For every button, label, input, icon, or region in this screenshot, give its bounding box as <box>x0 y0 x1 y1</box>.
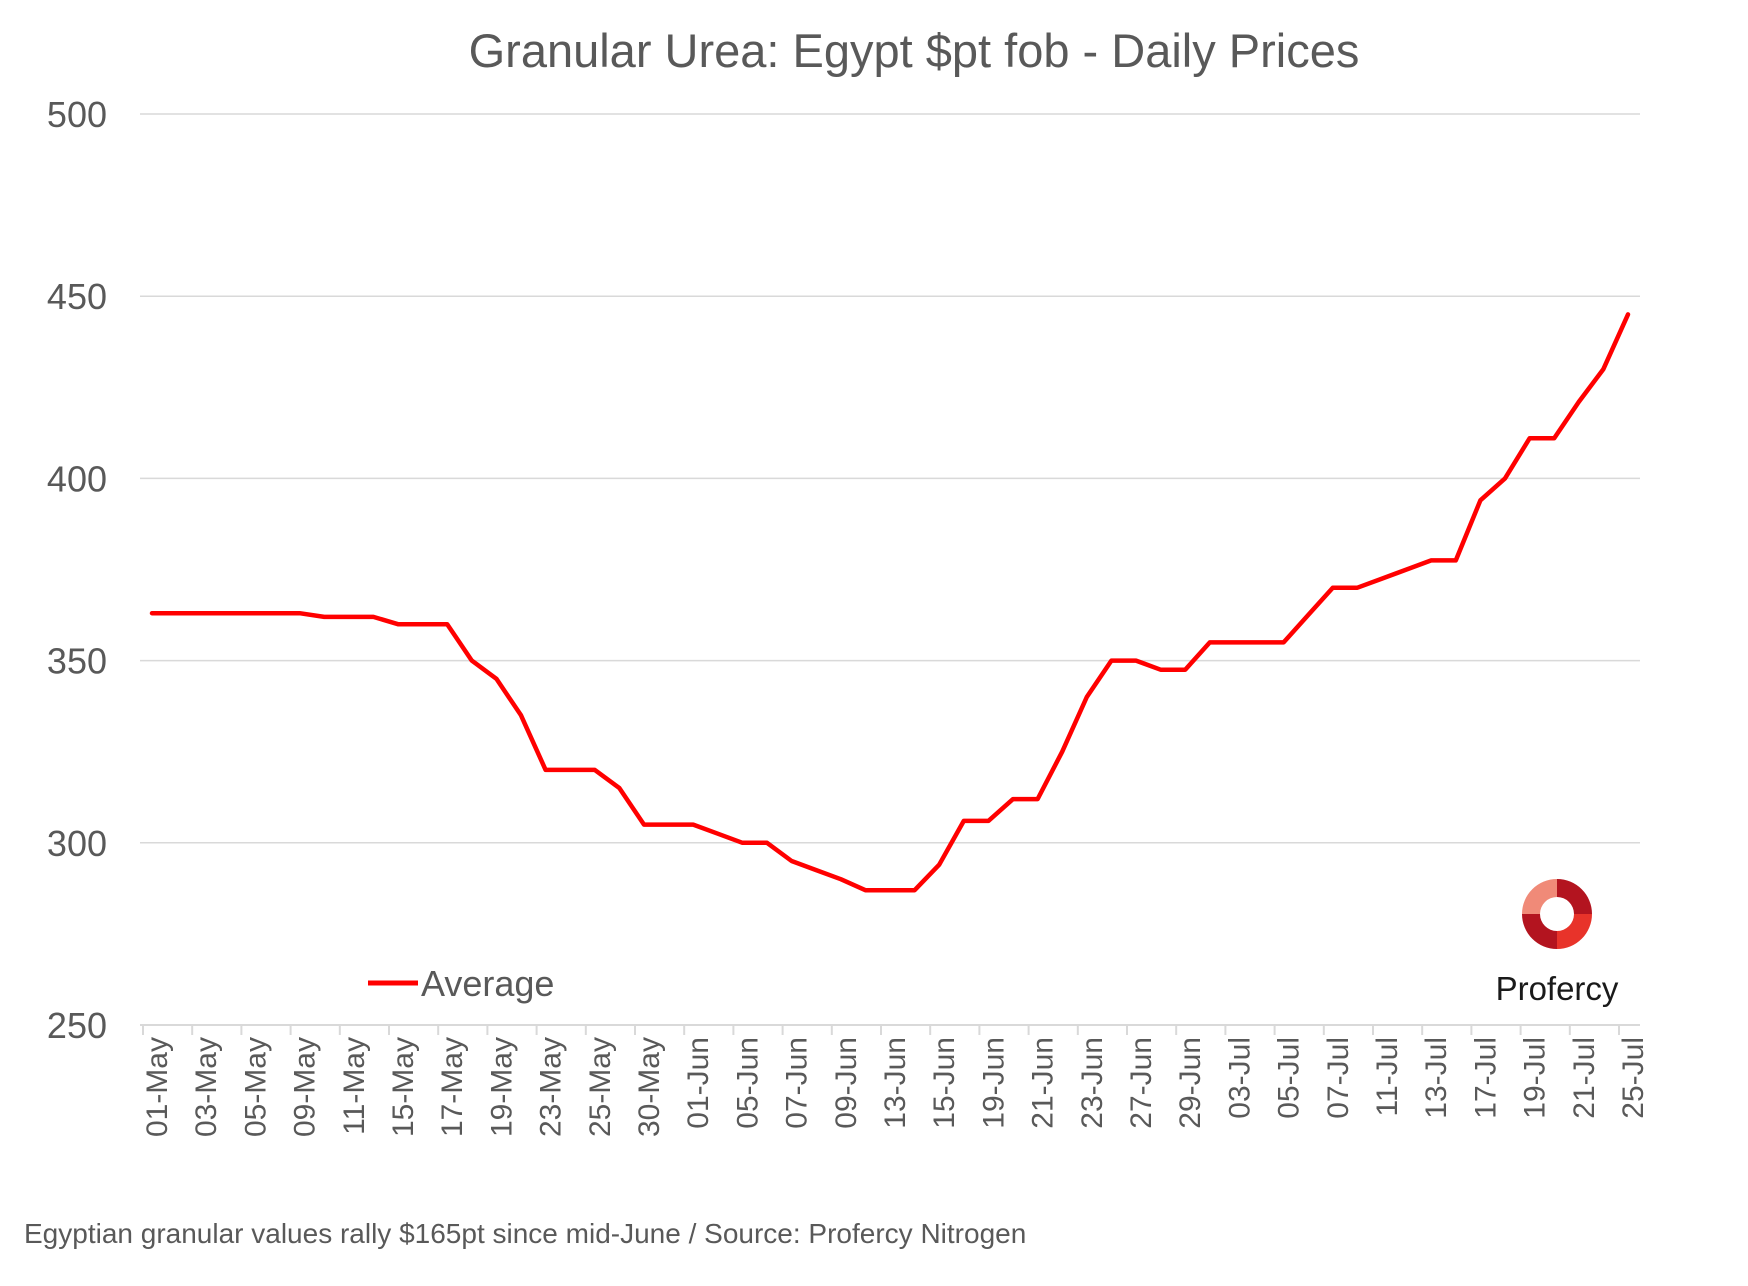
logo-wordmark: Profercy <box>1496 970 1619 1007</box>
y-tick-label-300: 300 <box>47 823 107 864</box>
y-tick-label-250: 250 <box>47 1005 107 1046</box>
x-tick-label: 05-Jun <box>731 1037 764 1129</box>
x-tick-label: 03-Jul <box>1223 1037 1256 1119</box>
series-lines <box>149 312 1631 893</box>
x-tick-label: 09-Jun <box>830 1037 863 1129</box>
x-tick-label: 21-Jun <box>1027 1037 1060 1129</box>
y-tick-label-350: 350 <box>47 641 107 682</box>
y-axis-tick-labels: 250 300 350 400 450 500 <box>47 94 107 1046</box>
x-tick-label: 05-May <box>239 1037 272 1137</box>
x-tick-label: 01-Jun <box>682 1037 715 1129</box>
chart-title: Granular Urea: Egypt $pt fob - Daily Pri… <box>469 24 1360 77</box>
x-tick-label: 19-Jul <box>1519 1037 1552 1119</box>
profercy-logo: Profercy <box>1496 879 1619 1007</box>
series-line-0 <box>149 312 1631 893</box>
y-tick-label-500: 500 <box>47 94 107 135</box>
x-axis: 01-May 03-May 05-May 09-May 11-May 15-May 17-M… <box>140 1024 1650 1137</box>
x-tick-label: 17-May <box>436 1037 469 1137</box>
x-tick-label: 29-Jun <box>1174 1037 1207 1129</box>
legend: Average <box>368 963 554 1004</box>
x-tick-label: 23-May <box>535 1037 568 1137</box>
chart-caption: Egyptian granular values rally $165pt si… <box>24 1218 1027 1249</box>
x-tick-label: 11-Jul <box>1371 1037 1404 1116</box>
logo-segment-upper-left <box>1522 879 1557 914</box>
legend-label-average: Average <box>421 963 554 1004</box>
x-tick-label: 07-Jul <box>1322 1037 1355 1119</box>
x-tick-label: 17-Jul <box>1469 1037 1502 1119</box>
x-tick-label: 07-Jun <box>781 1037 814 1129</box>
x-tick-label: 01-May <box>141 1037 174 1137</box>
gridlines <box>140 113 1640 844</box>
x-tick-label: 19-May <box>485 1037 518 1137</box>
logo-segment-upper-right <box>1557 879 1592 914</box>
logo-segment-lower-left <box>1522 914 1557 949</box>
x-tick-label: 23-Jun <box>1076 1037 1109 1129</box>
x-tick-label: 15-Jun <box>928 1037 961 1129</box>
x-tick-label: 27-Jun <box>1125 1037 1158 1129</box>
y-tick-label-400: 400 <box>47 458 107 499</box>
x-tick-label: 25-May <box>584 1037 617 1137</box>
x-tick-label: 19-Jun <box>977 1037 1010 1129</box>
x-tick-label: 05-Jul <box>1273 1037 1306 1119</box>
x-tick-label: 13-Jun <box>879 1037 912 1129</box>
y-tick-label-450: 450 <box>47 276 107 317</box>
logo-segment-lower-right <box>1557 914 1592 949</box>
x-tick-label: 15-May <box>387 1037 420 1137</box>
x-tick-label: 25-Jul <box>1617 1037 1650 1119</box>
x-tick-label: 11-May <box>338 1037 371 1135</box>
x-tick-label: 21-Jul <box>1568 1037 1601 1119</box>
x-tick-label: 03-May <box>190 1037 223 1137</box>
x-tick-label: 30-May <box>633 1037 666 1137</box>
x-tick-label: 13-Jul <box>1420 1037 1453 1119</box>
x-tick-label: 09-May <box>289 1037 322 1137</box>
